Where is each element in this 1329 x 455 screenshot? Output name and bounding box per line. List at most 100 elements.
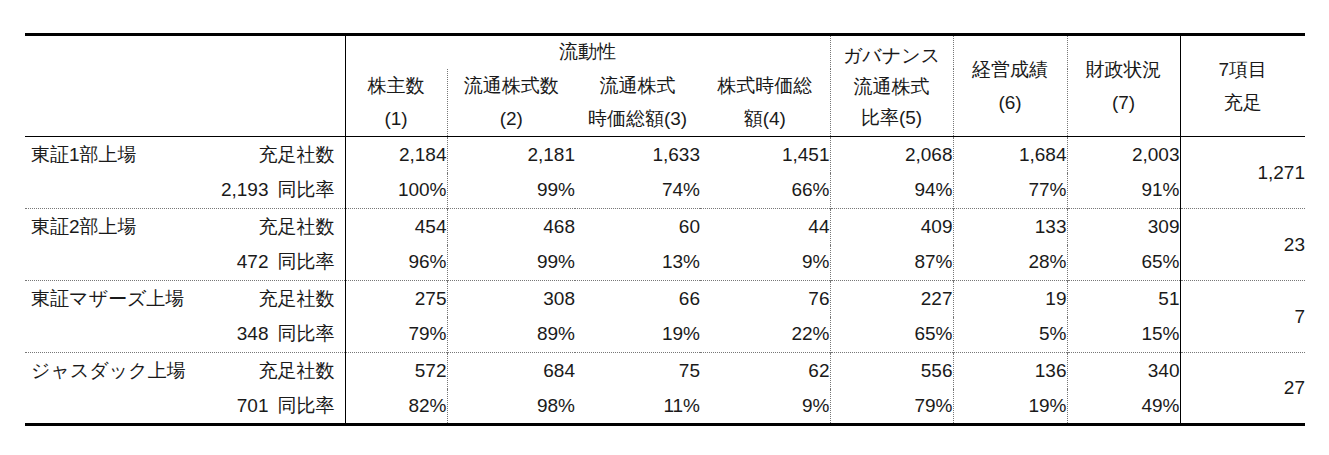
row-label-counts: 充足社数: [259, 286, 335, 312]
value-cell: 91%: [1067, 173, 1180, 209]
header-line: (7): [1068, 86, 1180, 119]
group2-total-cell: 472同比率: [25, 245, 345, 281]
value-cell: 66: [575, 281, 700, 317]
group4-ratios-row: 701同比率 82% 98% 11% 9% 79% 19% 49%: [25, 389, 1305, 425]
group1-ratios-row: 2,193同比率 100% 99% 74% 66% 94% 77% 91%: [25, 173, 1305, 209]
market-name: ジャスダック上場: [31, 358, 186, 384]
col-header-tradable-market-cap: 流通株式 時価総額(3): [575, 69, 700, 137]
value-cell: 2,003: [1067, 137, 1180, 173]
header-line: 流通株式数: [448, 69, 576, 102]
header-line: 比率(5): [831, 102, 953, 133]
value-cell: 94%: [830, 173, 953, 209]
header-line: (2): [448, 102, 576, 135]
listing-criteria-table: 流動性 ガバナンス 流通株式 比率(5) 経営成績 (6) 財政状況 (7) 7…: [25, 33, 1305, 426]
value-cell: 133: [953, 209, 1067, 245]
value-cell: 572: [345, 353, 447, 389]
value-cell: 275: [345, 281, 447, 317]
value-cell: 454: [345, 209, 447, 245]
col-header-seven-items: 7項目 充足: [1180, 35, 1305, 137]
col-header-financial-condition: 財政状況 (7): [1067, 35, 1180, 137]
group2-ratios-row: 472同比率 96% 99% 13% 9% 87% 28% 65%: [25, 245, 1305, 281]
header-line: 株式時価総: [700, 69, 830, 102]
header-line: 7項目: [1181, 53, 1306, 86]
value-cell: 99%: [447, 173, 575, 209]
row-label-ratio: 同比率: [278, 323, 335, 344]
market-total: 348: [237, 323, 269, 344]
value-cell: 87%: [830, 245, 953, 281]
value-cell: 22%: [700, 317, 830, 353]
corner-cell: [25, 35, 345, 137]
value-cell: 1,451: [700, 137, 830, 173]
group4-label-cell: ジャスダック上場 充足社数: [25, 353, 345, 389]
header-line: 流通株式: [831, 71, 953, 102]
value-cell: 556: [830, 353, 953, 389]
value-cell: 684: [447, 353, 575, 389]
header-line: 額(4): [700, 102, 830, 135]
value-cell: 82%: [345, 389, 447, 425]
group2-counts-row: 東証2部上場 充足社数 454 468 60 44 409 133 309 23: [25, 209, 1305, 245]
header-line: 経営成績: [954, 53, 1067, 86]
value-cell: 89%: [447, 317, 575, 353]
value-cell: 19%: [953, 389, 1067, 425]
value-cell: 51: [1067, 281, 1180, 317]
value-cell: 19%: [575, 317, 700, 353]
all-seven-cell: 1,271: [1180, 137, 1305, 209]
row-label-ratio: 同比率: [278, 179, 335, 200]
value-cell: 9%: [700, 389, 830, 425]
group4-counts-row: ジャスダック上場 充足社数 572 684 75 62 556 136 340 …: [25, 353, 1305, 389]
value-cell: 409: [830, 209, 953, 245]
value-cell: 2,181: [447, 137, 575, 173]
market-total: 2,193: [221, 179, 269, 200]
market-total: 701: [237, 395, 269, 416]
group1-total-cell: 2,193 同比率: [25, 173, 345, 209]
header-line: 時価総額(3): [575, 102, 700, 135]
value-cell: 66%: [700, 173, 830, 209]
col-header-shareholders: 株主数 (1): [345, 69, 447, 137]
value-cell: 65%: [830, 317, 953, 353]
value-cell: 227: [830, 281, 953, 317]
group1-label-cell: 東証1部上場 充足社数: [25, 137, 345, 173]
group2-label-cell: 東証2部上場 充足社数: [25, 209, 345, 245]
row-label-counts: 充足社数: [259, 214, 335, 240]
all-seven-cell: 23: [1180, 209, 1305, 281]
value-cell: 1,684: [953, 137, 1067, 173]
value-cell: 2,184: [345, 137, 447, 173]
group3-label-cell: 東証マザーズ上場 充足社数: [25, 281, 345, 317]
value-cell: 308: [447, 281, 575, 317]
header-line: ガバナンス: [831, 40, 953, 71]
group3-counts-row: 東証マザーズ上場 充足社数 275 308 66 76 227 19 51 7: [25, 281, 1305, 317]
market-name: 東証マザーズ上場: [31, 286, 184, 312]
market-name: 東証2部上場: [31, 214, 137, 240]
value-cell: 60: [575, 209, 700, 245]
value-cell: 44: [700, 209, 830, 245]
group3-ratios-row: 348同比率 79% 89% 19% 22% 65% 5% 15%: [25, 317, 1305, 353]
row-label-ratio: 同比率: [278, 395, 335, 416]
row-label-ratio: 同比率: [278, 251, 335, 272]
header-line: 充足: [1181, 86, 1306, 119]
value-cell: 1,633: [575, 137, 700, 173]
col-header-operating-results: 経営成績 (6): [953, 35, 1067, 137]
header-line: 財政状況: [1068, 53, 1180, 86]
value-cell: 100%: [345, 173, 447, 209]
value-cell: 136: [953, 353, 1067, 389]
value-cell: 11%: [575, 389, 700, 425]
value-cell: 99%: [447, 245, 575, 281]
header-line: 株主数: [346, 69, 447, 102]
row-label-counts: 充足社数: [259, 358, 335, 384]
value-cell: 79%: [830, 389, 953, 425]
all-seven-cell: 7: [1180, 281, 1305, 353]
group1-counts-row: 東証1部上場 充足社数 2,184 2,181 1,633 1,451 2,06…: [25, 137, 1305, 173]
value-cell: 13%: [575, 245, 700, 281]
liquidity-group-header: 流動性: [345, 35, 830, 69]
row-label-counts: 充足社数: [259, 142, 335, 168]
value-cell: 62: [700, 353, 830, 389]
market-name: 東証1部上場: [31, 142, 137, 168]
group4-total-cell: 701 同比率: [25, 389, 345, 425]
group3-total-cell: 348 同比率: [25, 317, 345, 353]
value-cell: 28%: [953, 245, 1067, 281]
value-cell: 15%: [1067, 317, 1180, 353]
table-header-row-top: 流動性 ガバナンス 流通株式 比率(5) 経営成績 (6) 財政状況 (7) 7…: [25, 35, 1305, 69]
value-cell: 98%: [447, 389, 575, 425]
value-cell: 74%: [575, 173, 700, 209]
value-cell: 65%: [1067, 245, 1180, 281]
